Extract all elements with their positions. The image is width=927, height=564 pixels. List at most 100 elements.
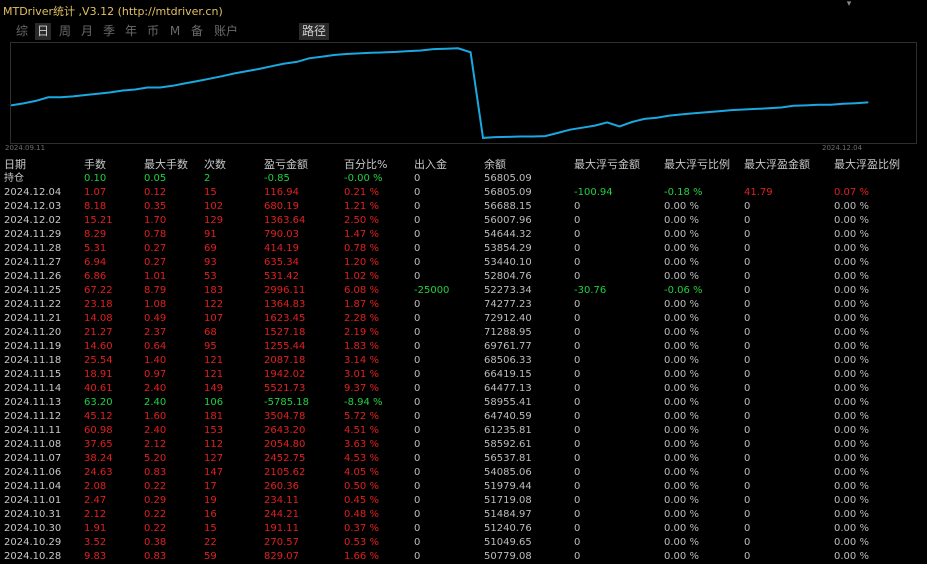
cell-lots: 37.65 xyxy=(84,439,113,450)
cell-balance: 71288.95 xyxy=(484,327,532,338)
equity-point-27 xyxy=(345,53,347,55)
column-header[interactable]: 最大手数 xyxy=(144,158,188,171)
cell-date: 2024.11.08 xyxy=(4,439,62,450)
tab-8[interactable]: 备 xyxy=(190,24,203,38)
table-row[interactable]: 2024.11.08 37.65 2.12 112 2054.80 3.63 % 0 5859… xyxy=(0,438,927,452)
table-row[interactable]: 2024.11.21 14.08 0.49 107 1623.45 2.28 % 0 7291… xyxy=(0,312,927,326)
cell-fp_pct: 0.00 % xyxy=(834,327,869,338)
tab-4[interactable]: 季 xyxy=(102,24,115,38)
equity-point-35 xyxy=(445,48,447,50)
equity-point-29 xyxy=(370,52,372,54)
equity-point-49 xyxy=(619,125,621,128)
table-row[interactable]: 2024.10.30 1.91 0.22 15 191.11 0.37 % 0 51240.7… xyxy=(0,522,927,536)
table-row[interactable]: 2024.11.07 38.24 5.20 127 2452.75 4.53 % 0 5653… xyxy=(0,452,927,466)
tab-9[interactable]: 账户 xyxy=(213,24,238,38)
cell-lots: 3.52 xyxy=(84,537,107,548)
tab-0[interactable]: 综 xyxy=(15,24,28,38)
cell-io: 0 xyxy=(414,467,421,478)
cell-max_lots: 0.12 xyxy=(144,187,167,198)
table-row[interactable]: 2024.11.22 23.18 1.08 122 1364.83 1.87 % 0 7427… xyxy=(0,298,927,312)
cell-date: 2024.11.18 xyxy=(4,355,62,366)
cell-count: 15 xyxy=(204,523,217,534)
cell-max_lots: 0.64 xyxy=(144,341,167,352)
cell-lots: 1.07 xyxy=(84,187,107,198)
table-row[interactable]: 2024.11.29 8.29 0.78 91 790.03 1.47 % 0 54644.3… xyxy=(0,228,927,242)
cell-dd_pct: -0.18 % xyxy=(664,187,703,198)
column-header[interactable]: 最大浮亏比例 xyxy=(664,158,730,171)
tab-6[interactable]: 币 xyxy=(146,24,159,38)
cell-dd_amt: 0 xyxy=(574,215,581,226)
table-row[interactable]: 2024.10.31 2.12 0.22 16 244.21 0.48 % 0 51484.9… xyxy=(0,508,927,522)
cell-fp_pct: 0.00 % xyxy=(834,551,869,562)
cell-fp_amt: 41.79 xyxy=(744,187,773,198)
table-row[interactable]: 2024.11.20 21.27 2.37 68 1527.18 2.19 % 0 71288… xyxy=(0,326,927,340)
table-row[interactable]: 2024.11.11 60.98 2.40 153 2643.20 4.51 % 0 6123… xyxy=(0,424,927,438)
column-header[interactable]: 百分比% xyxy=(344,158,388,171)
cell-pnl: 116.94 xyxy=(264,187,299,198)
cell-lots: 24.63 xyxy=(84,467,113,478)
cell-fp_pct: 0.00 % xyxy=(834,481,869,492)
equity-point-12 xyxy=(159,86,161,89)
tab-10[interactable]: 路径 xyxy=(299,23,329,40)
table-row[interactable]: 2024.12.03 8.18 0.35 102 680.19 1.21 % 0 56688.… xyxy=(0,200,927,214)
tab-3[interactable]: 月 xyxy=(80,24,93,38)
cell-dd_amt: 0 xyxy=(574,411,581,422)
table-row[interactable]: 2024.11.18 25.54 1.40 121 2087.18 3.14 % 0 6850… xyxy=(0,354,927,368)
cell-dd_pct: -0.06 % xyxy=(664,285,703,296)
column-header[interactable]: 次数 xyxy=(204,158,226,171)
table-row[interactable]: 2024.11.01 2.47 0.29 19 234.11 0.45 % 0 51719.0… xyxy=(0,494,927,508)
column-header[interactable]: 最大浮盈比例 xyxy=(834,158,900,171)
tab-1[interactable]: 日 xyxy=(35,23,51,40)
tab-7[interactable]: M xyxy=(169,24,181,38)
cell-count: 93 xyxy=(204,257,217,268)
table-row[interactable]: 2024.11.25 67.22 8.79 183 2996.11 6.08 % -2500… xyxy=(0,284,927,298)
cell-count: 102 xyxy=(204,201,224,212)
table-row[interactable]: 2024.11.14 40.61 2.40 149 5521.73 9.37 % 0 6447… xyxy=(0,382,927,396)
cell-pct: 0.50 % xyxy=(344,481,379,492)
equity-point-2 xyxy=(35,100,37,102)
cell-dd_amt: 0 xyxy=(574,551,581,562)
close-icon[interactable]: ▾ xyxy=(846,0,852,9)
cell-lots: 14.60 xyxy=(84,341,113,352)
table-row[interactable]: 2024.11.27 6.94 0.27 93 635.34 1.20 % 0 53440.1… xyxy=(0,256,927,270)
cell-count: 121 xyxy=(204,369,224,380)
column-header[interactable]: 余额 xyxy=(484,158,506,171)
column-header[interactable]: 手数 xyxy=(84,158,106,171)
cell-date: 2024.11.19 xyxy=(4,341,62,352)
table-row[interactable]: 2024.11.19 14.60 0.64 95 1255.44 1.83 % 0 69761… xyxy=(0,340,927,354)
cell-max_lots: 2.37 xyxy=(144,327,167,338)
cell-io: 0 xyxy=(414,397,421,408)
cell-balance: 52273.34 xyxy=(484,285,532,296)
table-row[interactable]: 2024.11.15 18.91 0.97 121 1942.02 3.01 % 0 6641… xyxy=(0,368,927,382)
cell-dd_pct: 0.00 % xyxy=(664,397,699,408)
table-row[interactable]: 2024.11.06 24.63 0.83 147 2105.62 4.05 % 0 5408… xyxy=(0,466,927,480)
cell-fp_amt: 0 xyxy=(744,201,751,212)
column-header[interactable]: 盈亏金额 xyxy=(264,158,308,171)
table-row[interactable]: 2024.12.04 1.07 0.12 15 116.94 0.21 % 0 56805.0… xyxy=(0,186,927,200)
cell-count: 59 xyxy=(204,551,217,562)
column-header[interactable]: 日期 xyxy=(4,158,26,171)
cell-pct: 0.37 % xyxy=(344,523,379,534)
cell-max_lots: 0.22 xyxy=(144,523,167,534)
cell-dd_amt: 0 xyxy=(574,355,581,366)
column-header[interactable]: 出入金 xyxy=(414,158,447,171)
table-row[interactable]: 2024.11.13 63.20 2.40 106 -5785.18 -8.94 % 0 58… xyxy=(0,396,927,410)
table-row[interactable]: 2024.12.02 15.21 1.70 129 1363.64 2.50 % 0 5600… xyxy=(0,214,927,228)
table-row[interactable]: 2024.11.28 5.31 0.27 69 414.19 0.78 % 0 53854.2… xyxy=(0,242,927,256)
table-row[interactable]: 2024.10.28 9.83 0.83 59 829.07 1.66 % 0 50779.0… xyxy=(0,550,927,564)
cell-max_lots: 2.40 xyxy=(144,383,167,394)
table-header: 日期 手数 最大手数 次数 盈亏金额 百分比% 出入金 余额 最大浮亏金额 最大浮亏比例 最大浮盈金… xyxy=(0,157,927,172)
table-row[interactable]: 2024.10.29 3.52 0.38 22 270.57 0.53 % 0 51049.6… xyxy=(0,536,927,550)
equity-point-20 xyxy=(258,68,260,70)
position-row[interactable]: 持仓 0.10 0.05 2 -0.85 -0.00 % 0 56805.09 xyxy=(0,172,927,186)
cell-count: 153 xyxy=(204,425,224,436)
table-row[interactable]: 2024.11.26 6.86 1.01 53 531.42 1.02 % 0 52804.7… xyxy=(0,270,927,284)
table-row[interactable]: 2024.11.04 2.08 0.22 17 260.36 0.50 % 0 51979.4… xyxy=(0,480,927,494)
column-header[interactable]: 最大浮盈金额 xyxy=(744,158,810,171)
cell-balance: 51484.97 xyxy=(484,509,532,520)
tab-2[interactable]: 周 xyxy=(58,24,71,38)
tab-5[interactable]: 年 xyxy=(124,24,137,38)
column-header[interactable]: 最大浮亏金额 xyxy=(574,158,640,171)
cell-dd_pct: 0.00 % xyxy=(664,355,699,366)
table-row[interactable]: 2024.11.12 45.12 1.60 181 3504.78 5.72 % 0 6474… xyxy=(0,410,927,424)
